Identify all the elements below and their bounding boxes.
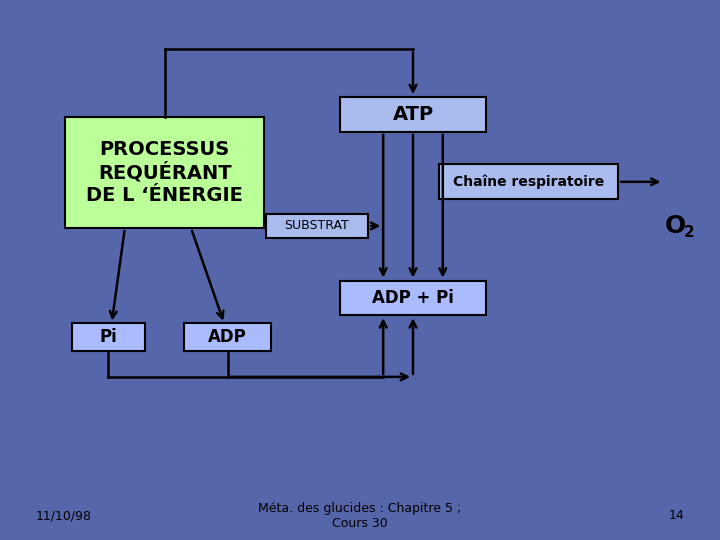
Bar xyxy=(266,214,369,238)
Bar xyxy=(439,164,618,199)
Text: Méta. des glucides : Chapitre 5 ;
Cours 30: Méta. des glucides : Chapitre 5 ; Cours … xyxy=(258,502,462,530)
Text: ADP + Pi: ADP + Pi xyxy=(372,289,454,307)
Bar xyxy=(340,97,486,132)
Text: ADP: ADP xyxy=(208,328,247,346)
Text: 14: 14 xyxy=(668,509,684,522)
Text: 2: 2 xyxy=(683,225,694,240)
Bar xyxy=(184,323,271,352)
Text: Pi: Pi xyxy=(99,328,117,346)
Text: 11/10/98: 11/10/98 xyxy=(36,509,92,522)
Text: O: O xyxy=(665,214,686,238)
Text: Chaîne respiratoire: Chaîne respiratoire xyxy=(454,174,605,189)
Bar xyxy=(72,323,145,352)
Text: PROCESSUS
REQUÉRANT
DE L ‘ÉNERGIE: PROCESSUS REQUÉRANT DE L ‘ÉNERGIE xyxy=(86,140,243,205)
Text: ATP: ATP xyxy=(392,105,433,124)
Bar xyxy=(340,280,486,315)
Text: SUBSTRAT: SUBSTRAT xyxy=(284,219,349,232)
Bar xyxy=(66,117,264,228)
